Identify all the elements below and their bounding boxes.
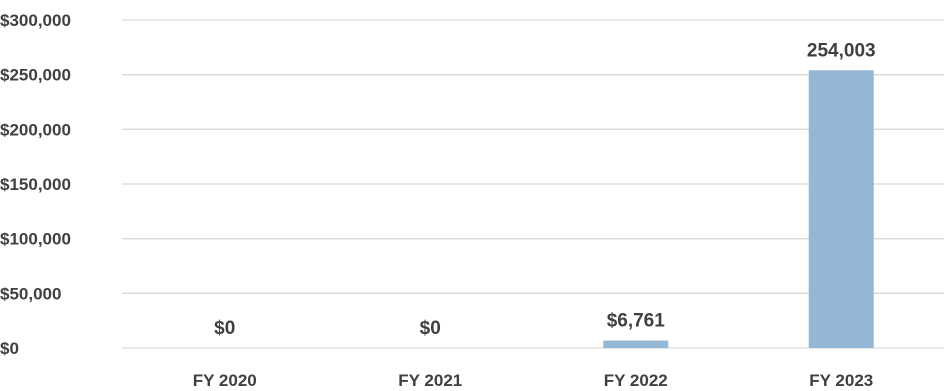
data-label: $0: [420, 318, 441, 339]
y-tick-label: $150,000: [0, 175, 71, 194]
data-label: 254,003: [807, 40, 876, 61]
y-tick-label: $0: [0, 339, 19, 358]
data-labels: $0 $0 $6,761 254,003: [214, 40, 875, 339]
data-label: $6,761: [607, 311, 666, 332]
x-tick-label: FY 2023: [809, 371, 873, 390]
y-tick-label: $250,000: [0, 66, 71, 85]
data-label: $0: [214, 318, 235, 339]
y-axis: $0 $50,000 $100,000 $150,000 $200,000 $250,00…: [0, 11, 71, 358]
x-tick-label: FY 2021: [398, 371, 462, 390]
x-axis: FY 2020 FY 2021 FY 2022 FY 2023: [193, 371, 873, 390]
x-tick-label: FY 2022: [604, 371, 668, 390]
gridlines: [122, 19, 944, 349]
x-tick-label: FY 2020: [193, 371, 257, 390]
bar: [808, 70, 874, 349]
bar: [603, 340, 669, 348]
y-tick-label: $200,000: [0, 120, 71, 139]
bars: [603, 70, 874, 349]
y-tick-label: $300,000: [0, 11, 71, 30]
y-tick-label: $100,000: [0, 230, 71, 249]
y-tick-label: $50,000: [0, 284, 61, 303]
